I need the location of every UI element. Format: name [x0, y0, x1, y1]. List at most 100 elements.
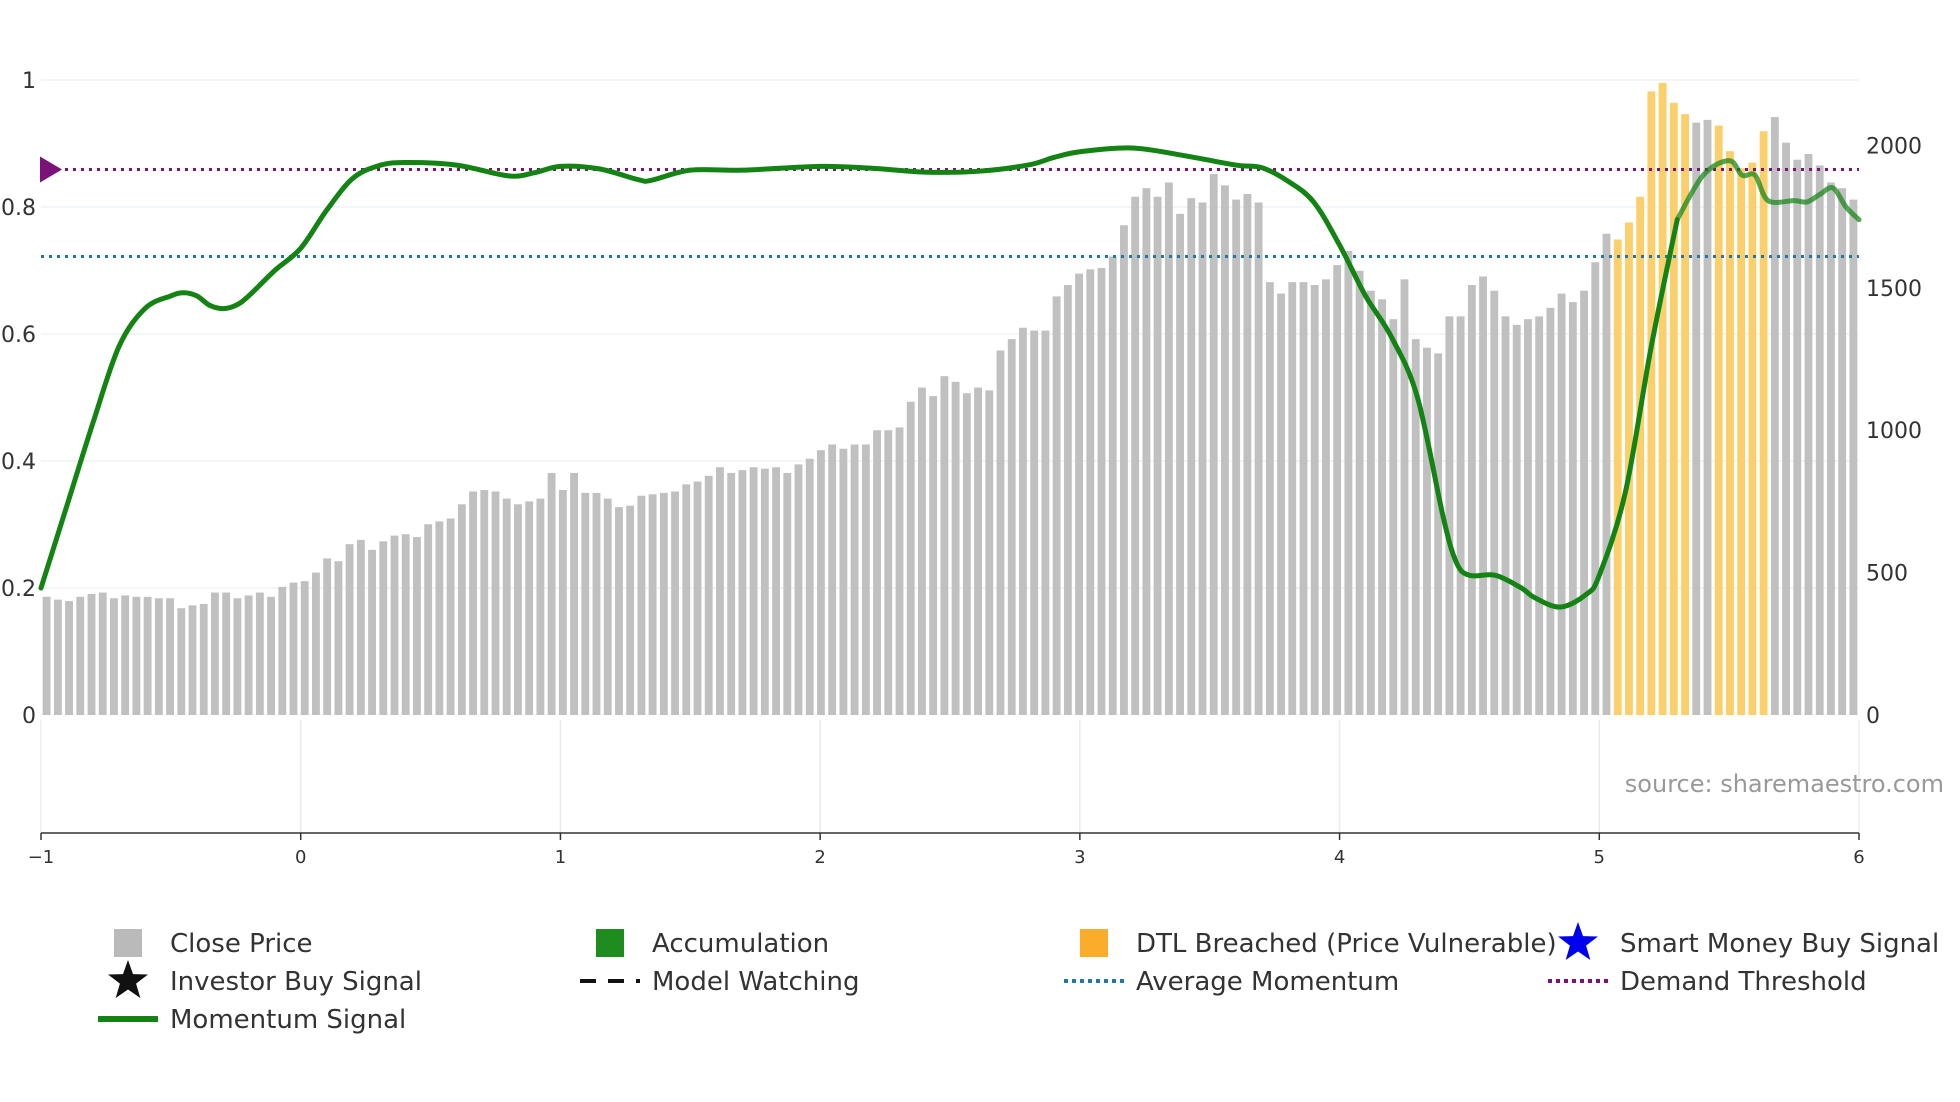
close-price-bar	[1355, 270, 1364, 715]
close-price-bar	[1030, 330, 1039, 715]
close-price-bar	[626, 505, 635, 715]
close-price-bar	[177, 608, 186, 715]
close-price-bar	[749, 467, 758, 715]
legend-label: Smart Money Buy Signal	[1620, 929, 1939, 959]
close-price-bar	[1108, 256, 1117, 715]
close-price-bar	[1692, 122, 1701, 715]
x-axis-tick-label: 3	[1074, 847, 1085, 868]
x-axis-tick-label: −1	[28, 847, 55, 868]
close-price-bar	[615, 507, 623, 715]
x-axis-tick-label: 2	[814, 847, 825, 868]
close-price-bar	[1310, 285, 1319, 715]
close-price-bar	[502, 498, 511, 715]
close-price-bar	[525, 501, 534, 715]
close-price-bar	[1142, 188, 1151, 715]
close-price-bar	[379, 541, 388, 715]
legend-label: Demand Threshold	[1620, 967, 1867, 997]
close-price-bar	[570, 472, 578, 715]
close-price-bar	[312, 572, 320, 715]
close-price-bar	[1501, 316, 1510, 715]
close-price-bar	[861, 444, 870, 715]
close-price-bar	[98, 592, 107, 715]
close-price-bar	[1052, 296, 1061, 715]
close-price-bar	[1479, 276, 1487, 715]
close-price-bar	[536, 498, 545, 715]
close-price-bar	[783, 472, 792, 715]
close-price-bar	[794, 464, 803, 715]
close-price-bars	[42, 82, 1858, 716]
legend-label: Model Watching	[652, 967, 859, 997]
close-price-bar	[1557, 293, 1566, 715]
x-axis-tick-label: 4	[1334, 847, 1345, 868]
close-price-bar	[300, 581, 309, 715]
close-price-bar	[1254, 202, 1263, 715]
close-price-bar	[817, 450, 825, 715]
close-price-bar	[760, 468, 769, 715]
legend: Close Price Accumulation DTL Breached (Pri…	[98, 922, 1939, 1035]
close-price-bar	[323, 558, 332, 715]
close-price-bar	[1400, 279, 1409, 715]
close-price-bar	[918, 387, 926, 715]
close-price-bar	[839, 448, 848, 715]
close-price-bar	[1782, 142, 1790, 715]
close-price-bar	[1288, 282, 1297, 715]
close-price-bar	[154, 598, 163, 715]
close-price-bar	[716, 467, 724, 715]
legend-square-icon	[1080, 929, 1108, 957]
close-price-bar	[1198, 202, 1207, 715]
close-price-bar	[233, 598, 242, 715]
x-axis-tick-label: 0	[295, 847, 306, 868]
close-price-bar	[873, 430, 881, 715]
close-price-bar	[1131, 196, 1140, 715]
close-price-bar	[547, 472, 556, 715]
close-price-bar	[244, 595, 253, 715]
close-price-bar	[413, 537, 421, 715]
close-price-bar	[166, 598, 174, 715]
close-price-bar	[1467, 285, 1476, 715]
legend-square-icon	[114, 929, 142, 957]
axes: 0 0.2 0.4 0.6 0.8 1 0 500 1000 1500 2000 −1 0 1 2 3 4 5 6	[1, 69, 1922, 868]
close-price-bar	[1445, 316, 1454, 715]
close-price-bar	[1209, 173, 1218, 716]
close-price-bar	[985, 390, 994, 715]
close-price-bar	[704, 475, 713, 715]
close-price-bar	[1366, 290, 1375, 715]
close-price-bar	[188, 605, 197, 715]
close-price-bar	[1535, 316, 1544, 715]
left-axis-tick-label: 0.4	[1, 450, 36, 475]
close-price-bar	[1591, 262, 1600, 715]
legend-square-icon	[596, 929, 624, 957]
close-price-bar	[1524, 319, 1532, 715]
close-price-bar	[424, 524, 433, 715]
dtl-breached-bar	[1658, 82, 1667, 716]
close-price-bar	[682, 484, 691, 715]
momentum-signal-line-faded	[1674, 158, 1862, 223]
close-price-bar	[480, 490, 489, 715]
dtl-breached-bar	[1647, 91, 1656, 715]
close-price-bar	[1378, 299, 1386, 715]
close-price-bar	[1568, 302, 1577, 715]
left-axis-tick-label: 1	[22, 69, 36, 94]
close-price-bar	[76, 596, 85, 715]
close-price-bar	[929, 396, 938, 715]
close-price-bar	[951, 381, 960, 715]
close-price-bar	[132, 596, 141, 715]
close-price-bar	[884, 430, 893, 715]
left-axis-tick-label: 0.2	[1, 577, 36, 602]
close-price-bar	[211, 592, 219, 715]
close-price-bar	[1299, 282, 1308, 715]
close-price-bar	[1546, 307, 1555, 715]
close-price-bar	[906, 401, 915, 715]
close-price-bar	[65, 601, 73, 715]
close-price-bar	[558, 490, 567, 715]
close-price-bar	[850, 444, 859, 715]
source-credit: source: sharemaestro.com	[1625, 770, 1944, 798]
x-axis-tick-label: 1	[555, 847, 566, 868]
right-axis-tick-label: 0	[1866, 704, 1880, 729]
close-price-bar	[356, 539, 365, 715]
close-price-bar	[289, 582, 298, 715]
close-price-bar	[1838, 188, 1847, 715]
close-price-bar	[110, 598, 118, 715]
close-price-bar	[648, 494, 657, 715]
close-price-bar	[1097, 267, 1106, 715]
